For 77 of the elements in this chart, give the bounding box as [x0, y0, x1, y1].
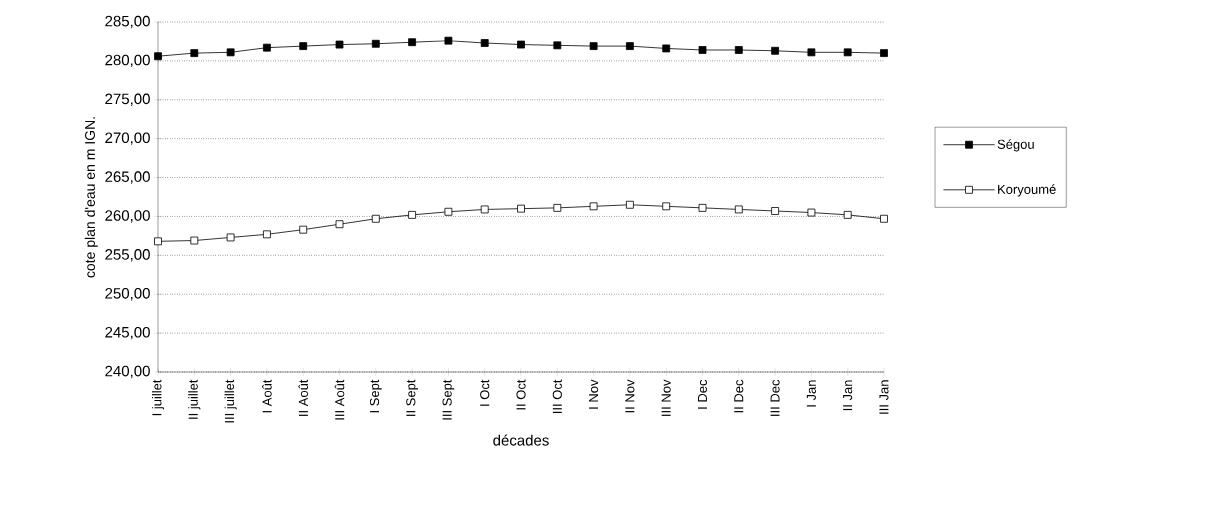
x-tick-label: I Août [262, 379, 272, 413]
x-tick-label: II juillet [188, 379, 201, 419]
point [662, 202, 671, 211]
point [480, 39, 489, 47]
point [263, 43, 271, 52]
y-tick-label: 285,00 [105, 15, 150, 29]
point [371, 214, 380, 223]
point [880, 214, 888, 223]
x-tick-label: III Nov [661, 379, 671, 416]
point [807, 48, 816, 57]
point [662, 44, 671, 53]
y-tick-label: 265,00 [105, 171, 150, 184]
y-tick-label: 270,00 [105, 132, 150, 145]
point [698, 46, 707, 54]
point [408, 38, 417, 47]
point [626, 42, 634, 51]
x-tick-label: III Août [334, 379, 345, 420]
y-tick-label: 245,00 [105, 326, 150, 340]
x-tick-label: II Jan [843, 380, 853, 411]
point [299, 42, 308, 51]
x-tick-label: III Jan [879, 380, 889, 414]
point [589, 202, 598, 211]
point [371, 39, 380, 48]
point [734, 205, 743, 214]
point [263, 230, 271, 239]
point [517, 204, 525, 213]
point [843, 48, 852, 57]
point [553, 41, 562, 50]
point [444, 207, 453, 216]
x-tick-label: I Oct [480, 379, 490, 406]
y-tick-label: 240,00 [105, 365, 150, 379]
x-tick-label: I Jan [806, 380, 816, 407]
legend-label: Ségou [997, 139, 1034, 152]
point [807, 208, 816, 217]
point [408, 210, 417, 219]
x-tick-label: II Oct [516, 379, 526, 410]
point [190, 49, 199, 57]
point [226, 233, 235, 242]
point [190, 236, 199, 245]
y-tick-label: 260,00 [105, 210, 150, 223]
point [444, 36, 453, 45]
point [553, 203, 562, 212]
x-tick-label: I Dec [697, 379, 708, 409]
point [480, 205, 489, 214]
x-axis-title: décades [493, 434, 549, 446]
x-tick-label: III juillet [224, 379, 237, 423]
y-tick-label: 280,00 [105, 54, 150, 68]
point [226, 48, 235, 57]
y-tick-label: 255,00 [105, 249, 150, 262]
point [335, 40, 344, 49]
point [299, 225, 308, 234]
y-tick-label: 275,00 [105, 93, 150, 106]
x-tick-label: II Nov [625, 379, 635, 413]
point [589, 42, 598, 51]
x-tick-label: I Nov [589, 379, 599, 409]
x-tick-label: III Dec [770, 379, 780, 416]
x-tick-label: II Dec [734, 379, 744, 413]
point [880, 49, 888, 57]
x-tick-label: III Oct [552, 379, 562, 413]
point [154, 52, 162, 61]
point [154, 237, 162, 246]
point [734, 46, 743, 54]
point [771, 46, 779, 55]
x-tick-label: I juillet [151, 379, 165, 416]
x-tick-label: II Août [298, 379, 308, 416]
point [517, 40, 525, 49]
y-tick-label: 250,00 [105, 288, 150, 301]
x-tick-label: I Sept [369, 379, 382, 413]
legend-label: Koryoumé [998, 184, 1056, 197]
point [771, 207, 779, 215]
point [698, 203, 707, 212]
x-tick-label: II Sept [406, 379, 418, 416]
x-tick-label: III Sept [442, 379, 455, 420]
point [335, 220, 344, 229]
point [843, 210, 852, 219]
point [626, 200, 634, 209]
y-axis-title: cote plan d'eau en m IGN. [84, 117, 98, 278]
